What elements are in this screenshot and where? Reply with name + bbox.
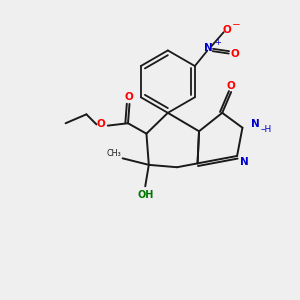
Text: O: O [124,92,133,102]
Text: −: − [232,20,241,30]
Text: O: O [223,25,232,35]
Text: O: O [97,118,106,128]
Text: OH: OH [138,190,154,200]
Text: –H: –H [261,125,272,134]
Text: O: O [231,49,240,58]
Text: N: N [240,157,249,167]
Text: N: N [250,119,259,129]
Text: +: + [214,38,221,47]
Text: CH₃: CH₃ [106,149,121,158]
Text: O: O [227,80,236,91]
Text: N: N [205,44,213,53]
